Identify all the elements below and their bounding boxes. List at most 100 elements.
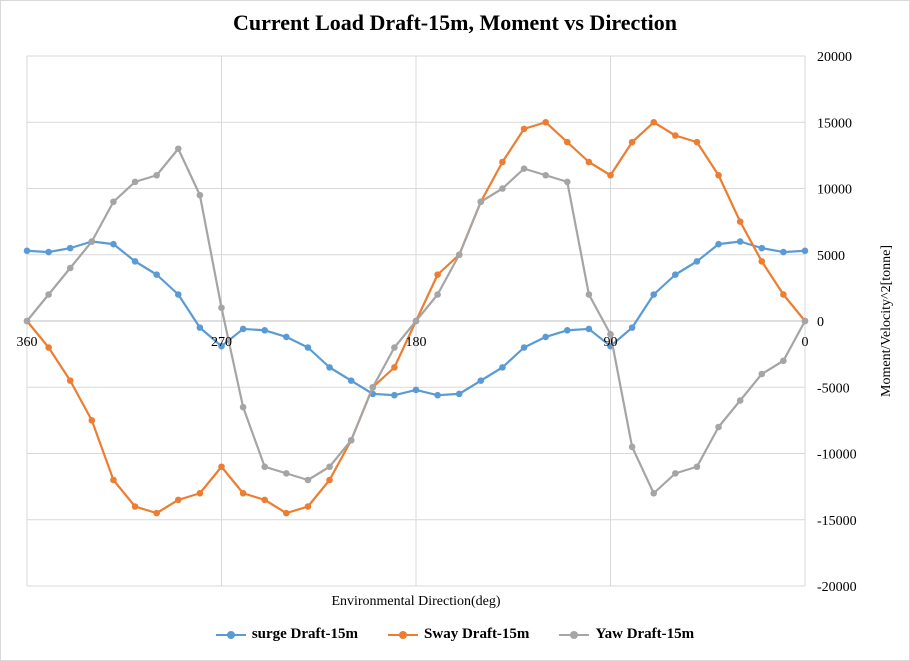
data-point (520, 125, 528, 133)
data-point (110, 476, 117, 484)
data-point (131, 178, 139, 186)
data-point (715, 240, 722, 248)
data-point (66, 377, 74, 384)
y-tick-label: 5000 (817, 249, 845, 264)
data-point (542, 333, 549, 341)
data-point (434, 291, 441, 298)
data-point (650, 489, 658, 497)
data-point (45, 291, 52, 298)
data-point (650, 291, 658, 298)
data-point (715, 171, 722, 179)
legend-swatch (388, 629, 419, 641)
data-point (736, 397, 744, 404)
data-point (607, 171, 614, 179)
data-point (174, 145, 182, 153)
data-point (391, 391, 398, 399)
data-point (542, 171, 549, 179)
data-point (88, 417, 96, 424)
legend-label: surge Draft-15m (251, 626, 359, 642)
data-point (434, 391, 441, 399)
data-point (131, 503, 139, 510)
data-point (672, 470, 679, 477)
y-tick-label: 15000 (817, 116, 852, 131)
data-point (477, 377, 485, 384)
series-3 (23, 145, 809, 497)
data-point (239, 489, 247, 497)
data-point (45, 344, 52, 351)
data-point (412, 317, 420, 325)
data-point (110, 240, 117, 248)
x-tick-label: 360 (17, 335, 38, 350)
data-point (607, 330, 614, 338)
legend-swatch (559, 629, 590, 641)
data-point (780, 248, 787, 256)
data-point (391, 344, 398, 351)
legend: surge Draft-15m Sway Draft-15m Yaw Draft-1… (0, 626, 910, 643)
data-point (780, 291, 787, 298)
x-axis-title: Environmental Direction(deg) (331, 594, 500, 609)
legend-label: Sway Draft-15m (424, 626, 530, 642)
y-tick-label: -15000 (817, 514, 857, 529)
data-point (196, 191, 204, 199)
data-point (153, 509, 160, 517)
data-point (563, 138, 571, 146)
data-point (650, 118, 658, 126)
data-point (563, 326, 571, 334)
data-point (672, 132, 679, 139)
legend-item: surge Draft-15m (215, 626, 359, 643)
data-point (153, 171, 160, 179)
data-point (542, 118, 549, 126)
data-point (499, 185, 506, 192)
data-point (196, 324, 204, 331)
data-point (715, 423, 722, 431)
legend-label: Yaw Draft-15m (595, 626, 695, 642)
data-point (736, 218, 744, 225)
data-point (455, 251, 463, 259)
axis-labels: 20000 15000 10000 5000 0 -5000 -10000 -15000 -20… (17, 50, 895, 609)
chart-title: Current Load Draft-15m, Moment vs Direct… (233, 10, 677, 35)
data-point (261, 326, 269, 334)
y-tick-label: -20000 (817, 580, 857, 595)
data-point (736, 238, 744, 245)
data-point (520, 344, 528, 351)
data-point (563, 178, 571, 186)
data-point (239, 325, 247, 333)
data-point (455, 390, 463, 398)
data-point (520, 165, 528, 172)
legend-item: Yaw Draft-15m (559, 626, 694, 643)
data-point (326, 476, 333, 484)
data-point (326, 463, 333, 471)
x-tick-label: 0 (802, 335, 809, 350)
data-point (801, 247, 809, 255)
data-point (153, 271, 160, 278)
data-point (758, 370, 766, 378)
data-point (23, 317, 31, 325)
data-point (218, 342, 225, 350)
x-tick-label: 180 (406, 335, 427, 350)
data-point (261, 463, 269, 471)
y-tick-label: -10000 (817, 448, 857, 463)
legend-swatch (215, 629, 246, 641)
legend-item: Sway Draft-15m (388, 626, 529, 643)
data-point (369, 383, 377, 391)
data-point (304, 503, 312, 510)
y-tick-label: -5000 (817, 381, 850, 396)
y-tick-label: 20000 (817, 50, 852, 65)
data-point (66, 244, 74, 252)
data-point (131, 258, 139, 265)
data-point (347, 377, 355, 384)
data-point (780, 357, 787, 365)
data-point (672, 271, 679, 278)
data-point (66, 264, 74, 272)
data-point (174, 291, 182, 298)
data-point (585, 158, 593, 166)
data-point (218, 304, 225, 312)
data-point (693, 138, 701, 146)
data-point (23, 247, 31, 255)
data-point (283, 509, 290, 517)
series-group (23, 118, 809, 517)
series-1 (23, 238, 809, 399)
data-point (628, 324, 636, 331)
data-point (585, 325, 593, 333)
